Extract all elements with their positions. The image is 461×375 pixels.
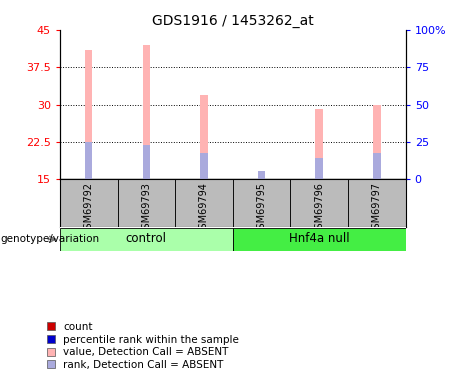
Bar [258, 173, 266, 179]
Text: GSM69795: GSM69795 [257, 182, 266, 235]
Bar [258, 171, 266, 179]
FancyBboxPatch shape [60, 228, 233, 251]
Text: control: control [126, 232, 167, 245]
Bar [373, 105, 381, 179]
Legend: count, percentile rank within the sample, value, Detection Call = ABSENT, rank, : count, percentile rank within the sample… [47, 322, 239, 370]
Bar [142, 45, 150, 179]
Text: Hnf4a null: Hnf4a null [289, 232, 349, 245]
FancyBboxPatch shape [233, 228, 406, 251]
FancyBboxPatch shape [348, 179, 406, 227]
FancyBboxPatch shape [290, 179, 348, 227]
FancyBboxPatch shape [233, 179, 290, 227]
FancyBboxPatch shape [118, 179, 175, 227]
Text: GSM69793: GSM69793 [142, 182, 151, 234]
Text: GSM69797: GSM69797 [372, 182, 382, 235]
Text: genotype/variation: genotype/variation [0, 234, 99, 244]
Bar [315, 109, 323, 179]
Text: GSM69794: GSM69794 [199, 182, 209, 234]
Bar [200, 153, 208, 179]
Bar [373, 153, 381, 179]
Title: GDS1916 / 1453262_at: GDS1916 / 1453262_at [152, 13, 313, 28]
FancyBboxPatch shape [60, 179, 118, 227]
Text: GSM69796: GSM69796 [314, 182, 324, 234]
Bar [142, 146, 150, 179]
FancyBboxPatch shape [175, 179, 233, 227]
Bar [315, 158, 323, 179]
Bar [85, 142, 93, 179]
Bar [85, 50, 93, 179]
Text: GSM69792: GSM69792 [84, 182, 94, 235]
Bar [200, 94, 208, 179]
